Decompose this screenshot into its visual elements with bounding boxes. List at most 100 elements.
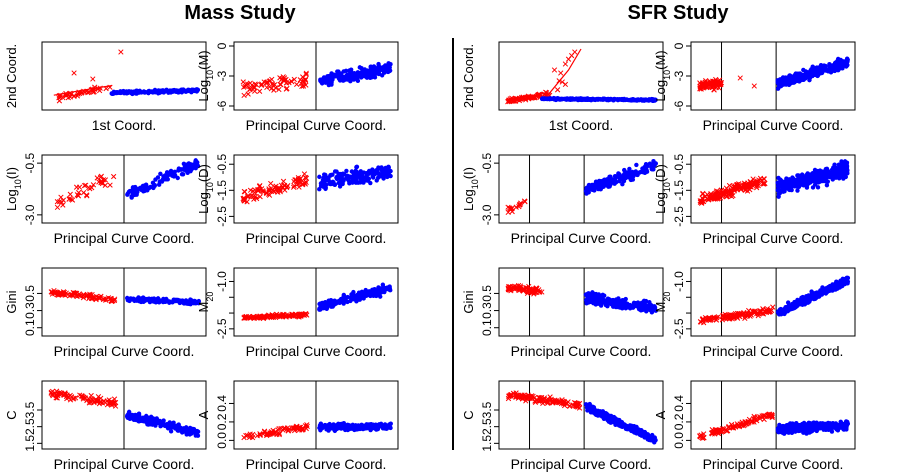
- panel-frame: [498, 380, 664, 450]
- red-point: [246, 193, 252, 199]
- blue-point: [781, 306, 787, 312]
- blue-point: [630, 97, 635, 103]
- panel-mass-0: 2nd Coord.1st Coord.: [4, 41, 207, 133]
- red-point: [87, 292, 93, 298]
- red-point: [562, 61, 569, 67]
- y-tick-label: 1.5: [480, 435, 494, 452]
- red-point: [278, 81, 284, 88]
- blue-point: [156, 299, 162, 304]
- y-axis-label: C: [4, 410, 19, 419]
- blue-point: [844, 163, 850, 169]
- blue-point: [586, 182, 592, 188]
- blue-point: [803, 299, 809, 304]
- blue-point: [775, 187, 780, 193]
- blue-point: [329, 426, 335, 431]
- blue-point: [376, 70, 381, 75]
- blue-point: [589, 406, 595, 411]
- blue-point: [381, 168, 386, 173]
- blue-point: [832, 62, 837, 67]
- blue-point: [644, 305, 649, 310]
- red-series: [241, 311, 310, 322]
- red-point: [253, 195, 260, 202]
- red-series: [697, 304, 776, 326]
- blue-point: [382, 70, 387, 75]
- blue-point: [606, 97, 612, 102]
- blue-point: [130, 185, 136, 190]
- blue-point: [328, 181, 333, 187]
- red-point: [301, 180, 308, 186]
- sfr-study-title: SFR Study: [627, 2, 729, 24]
- red-point: [81, 182, 88, 189]
- blue-point: [787, 187, 792, 193]
- y-tick-label: -1.0: [672, 271, 686, 292]
- red-series: [697, 411, 775, 441]
- blue-point: [160, 299, 166, 305]
- blue-point: [364, 293, 369, 299]
- y-tick-label: 0.4: [672, 395, 686, 412]
- blue-point: [372, 75, 378, 80]
- blue-point: [174, 88, 179, 94]
- blue-point: [369, 69, 374, 74]
- red-point: [303, 82, 309, 88]
- red-point: [292, 177, 298, 183]
- blue-point: [620, 181, 625, 187]
- blue-point: [593, 179, 599, 184]
- blue-point: [194, 88, 200, 93]
- panel-frame: [690, 267, 856, 337]
- blue-point: [815, 290, 821, 295]
- y-tick-label: -3: [672, 70, 686, 81]
- red-point: [54, 204, 61, 211]
- red-series: [240, 70, 309, 99]
- blue-point: [811, 294, 817, 300]
- blue-point: [604, 298, 609, 303]
- blue-point: [840, 162, 845, 167]
- blue-point: [129, 412, 134, 418]
- blue-point: [140, 295, 146, 300]
- red-point: [269, 81, 276, 87]
- blue-point: [319, 301, 325, 307]
- blue-point: [141, 298, 147, 304]
- blue-point: [540, 96, 545, 101]
- blue-point: [368, 293, 373, 299]
- blue-point: [134, 297, 139, 302]
- blue-point: [191, 87, 196, 93]
- blue-point: [376, 287, 381, 292]
- red-point: [737, 75, 743, 81]
- red-point: [301, 171, 308, 177]
- blue-point: [635, 97, 641, 102]
- blue-point: [818, 173, 823, 179]
- blue-point: [318, 77, 323, 82]
- red-point: [251, 85, 257, 91]
- blue-point: [627, 171, 633, 176]
- blue-point: [387, 172, 392, 178]
- blue-point: [829, 173, 835, 178]
- red-series: [53, 49, 124, 104]
- blue-point: [148, 89, 154, 94]
- red-point: [263, 79, 269, 86]
- x-axis-label: Principal Curve Coord.: [511, 456, 652, 472]
- red-point: [60, 202, 66, 208]
- blue-point: [616, 304, 621, 310]
- red-point: [751, 83, 757, 89]
- blue-point: [800, 302, 805, 307]
- blue-point: [791, 79, 797, 84]
- blue-point: [602, 177, 607, 182]
- blue-point: [167, 88, 173, 94]
- red-point: [49, 289, 56, 295]
- red-series: [240, 171, 310, 205]
- blue-series: [317, 420, 393, 434]
- blue-point: [357, 297, 362, 302]
- blue-point: [779, 77, 784, 82]
- red-point: [54, 290, 61, 296]
- blue-point: [156, 182, 162, 187]
- red-point: [241, 92, 247, 99]
- red-point: [90, 89, 96, 95]
- blue-point: [631, 304, 636, 310]
- blue-point: [644, 169, 650, 174]
- blue-point: [336, 421, 341, 427]
- red-point: [276, 86, 282, 93]
- red-point: [84, 193, 90, 199]
